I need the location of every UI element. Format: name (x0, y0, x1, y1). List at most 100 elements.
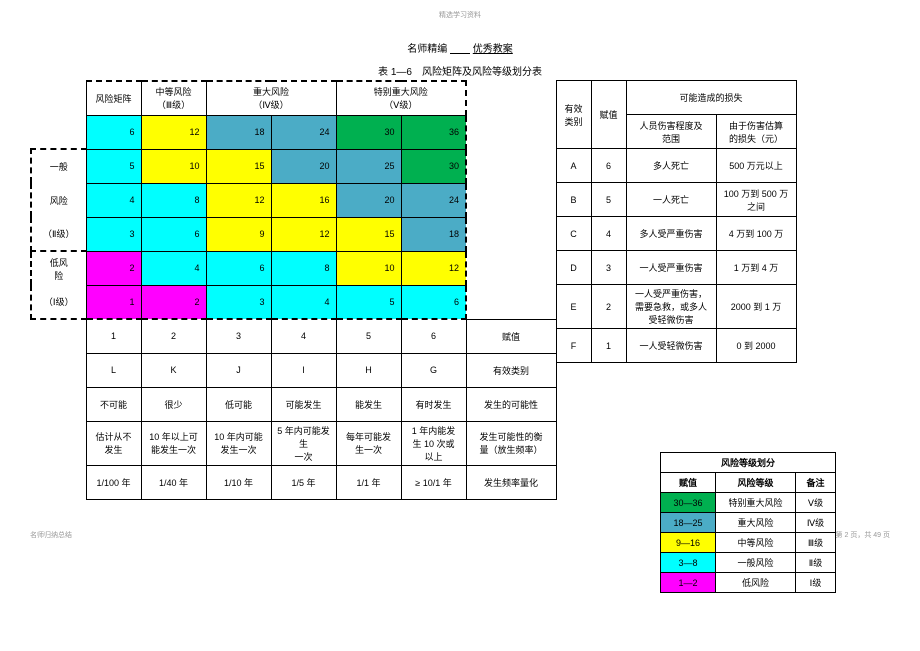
bottom-cell: ≥ 10/1 年 (401, 465, 466, 499)
matrix-cell: 20 (336, 183, 401, 217)
side-cell-injury: 一人受严重伤害 (626, 251, 716, 285)
bottom-head: 发生频率量化 (466, 465, 556, 499)
matrix-cell: 6 (141, 217, 206, 251)
side-cell-val: 2 (591, 285, 626, 329)
legend-note: Ⅳ级 (796, 513, 836, 533)
row-label: 一般 (31, 149, 86, 183)
legend-range: 18—25 (661, 513, 716, 533)
legend-table: 风险等级划分 赋值 风险等级 备注 30—36特别重大风险Ⅴ级18—25重大风险… (660, 452, 836, 593)
bottom-cell: 3 (206, 319, 271, 353)
legend-col-2: 备注 (796, 473, 836, 493)
bottom-cell: 10 年内可能 发生一次 (206, 421, 271, 465)
bottom-cell: 估计从不 发生 (86, 421, 141, 465)
bottom-cell: 1/40 年 (141, 465, 206, 499)
row-label: （Ⅰ级） (31, 285, 86, 319)
matrix-cell: 24 (271, 115, 336, 149)
bottom-cell: H (336, 353, 401, 387)
eff-cat-header: 有效 类别 (556, 81, 591, 149)
legend-col-0: 赋值 (661, 473, 716, 493)
matrix-cell: 9 (206, 217, 271, 251)
matrix-cell: 24 (401, 183, 466, 217)
matrix-cell: 2 (86, 251, 141, 285)
side-cell-loss: 0 到 2000 (716, 329, 796, 363)
matrix-cell: 20 (271, 149, 336, 183)
legend-note: Ⅱ级 (796, 553, 836, 573)
row-label: 风险 (31, 183, 86, 217)
bottom-cell: 能发生 (336, 387, 401, 421)
bottom-cell: 10 年以上可 能发生一次 (141, 421, 206, 465)
table-title: 表 1—6 风险矩阵及风险等级划分表 (30, 63, 890, 78)
matrix-cell: 8 (141, 183, 206, 217)
bottom-cell: L (86, 353, 141, 387)
bottom-cell: 1/1 年 (336, 465, 401, 499)
matrix-cell: 3 (86, 217, 141, 251)
legend-level: 一般风险 (716, 553, 796, 573)
matrix-cell: 3 (206, 285, 271, 319)
legend-range: 30—36 (661, 493, 716, 513)
bottom-cell: 低可能 (206, 387, 271, 421)
injury-header: 人员伤害程度及 范围 (626, 115, 716, 149)
level5-header: 特别重大风险 （Ⅴ级） (336, 81, 466, 115)
bottom-cell: 每年可能发 生一次 (336, 421, 401, 465)
matrix-cell: 6 (401, 285, 466, 319)
main-wrap: 风险矩阵 中等风险 （Ⅲ级） 重大风险 （Ⅳ级） 特别重大风险 （Ⅴ级） 612… (30, 80, 890, 500)
side-table: 有效 类别 赋值 可能造成的损失 人员伤害程度及 范围 由于伤害估算 的损失（元… (556, 80, 797, 363)
bottom-head: 发生可能性的衡 量（放生频率） (466, 421, 556, 465)
side-cell-loss: 2000 到 1 万 (716, 285, 796, 329)
matrix-cell: 18 (401, 217, 466, 251)
tiny-header: 精选学习资料 (30, 10, 890, 20)
matrix-cell: 16 (271, 183, 336, 217)
assign-header: 赋值 (591, 81, 626, 149)
matrix-cell: 4 (86, 183, 141, 217)
matrix-cell: 12 (401, 251, 466, 285)
legend-level: 中等风险 (716, 533, 796, 553)
side-cell-val: 5 (591, 183, 626, 217)
legend-level: 特别重大风险 (716, 493, 796, 513)
loss-header: 由于伤害估算 的损失（元） (716, 115, 796, 149)
bottom-cell: 5 (336, 319, 401, 353)
bottom-cell: 有时发生 (401, 387, 466, 421)
legend-range: 1—2 (661, 573, 716, 593)
side-cell-val: 3 (591, 251, 626, 285)
subtitle-b: 优秀教案 (473, 44, 513, 55)
matrix-cell: 6 (206, 251, 271, 285)
matrix-cell: 10 (141, 149, 206, 183)
side-cell-cat: E (556, 285, 591, 329)
legend-note: Ⅲ级 (796, 533, 836, 553)
bottom-cell: J (206, 353, 271, 387)
matrix-cell: 8 (271, 251, 336, 285)
side-cell-loss: 1 万到 4 万 (716, 251, 796, 285)
side-cell-injury: 一人死亡 (626, 183, 716, 217)
matrix-cell: 10 (336, 251, 401, 285)
side-cell-injury: 多人受严重伤害 (626, 217, 716, 251)
bottom-cell: K (141, 353, 206, 387)
bottom-cell: 1/5 年 (271, 465, 336, 499)
bottom-head: 发生的可能性 (466, 387, 556, 421)
subtitle-a: 名师精编 (407, 44, 447, 55)
bottom-cell: 2 (141, 319, 206, 353)
possible-loss-header: 可能造成的损失 (626, 81, 796, 115)
footer-left: 名师归纳总结 (30, 530, 72, 540)
bottom-cell: 1 年内能发 生 10 次或 以上 (401, 421, 466, 465)
side-cell-val: 4 (591, 217, 626, 251)
row-label (31, 115, 86, 149)
row-label: 低风 险 (31, 251, 86, 285)
matrix-cell: 30 (336, 115, 401, 149)
matrix-cell: 4 (141, 251, 206, 285)
bottom-cell: 1/100 年 (86, 465, 141, 499)
level3-header: 中等风险 （Ⅲ级） (141, 81, 206, 115)
matrix-cell: 25 (336, 149, 401, 183)
legend-range: 3—8 (661, 553, 716, 573)
bottom-cell: 6 (401, 319, 466, 353)
matrix-cell: 15 (336, 217, 401, 251)
bottom-cell: 不可能 (86, 387, 141, 421)
side-cell-loss: 500 万元以上 (716, 149, 796, 183)
matrix-cell: 12 (271, 217, 336, 251)
bottom-cell: 1 (86, 319, 141, 353)
matrix-cell: 4 (271, 285, 336, 319)
bottom-cell: 5 年内可能发生 一次 (271, 421, 336, 465)
bottom-cell: G (401, 353, 466, 387)
side-cell-injury: 多人死亡 (626, 149, 716, 183)
legend-title: 风险等级划分 (661, 453, 836, 473)
matrix-cell: 5 (336, 285, 401, 319)
